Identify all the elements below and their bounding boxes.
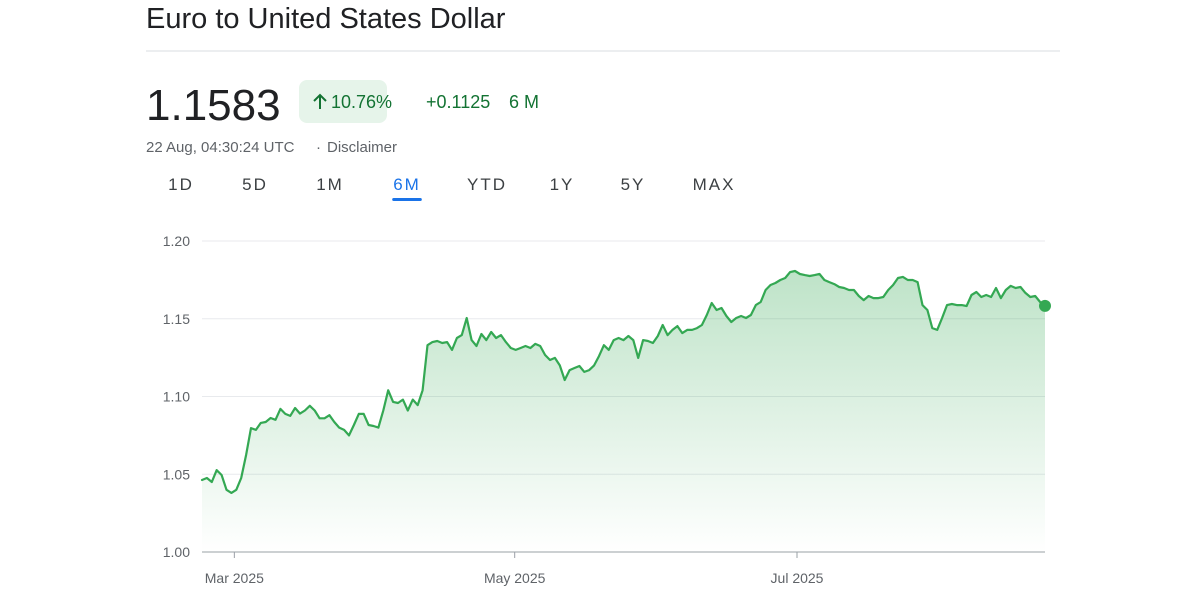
change-badge (299, 80, 387, 123)
y-tick-label: 1.10 (163, 389, 190, 405)
disclaimer-link[interactable]: Disclaimer (327, 139, 397, 156)
last-point (1039, 299, 1051, 312)
x-tick-label: Jul 2025 (771, 570, 824, 586)
range-tabs: 1D 5D 1M 6M YTD 1Y 5Y MAX (168, 175, 736, 201)
change-percent: 10.76% (331, 92, 392, 112)
x-tick-label: Mar 2025 (205, 570, 264, 586)
active-tab-underline (392, 198, 422, 201)
price-line (200, 269, 1047, 494)
y-tick-label: 1.05 (163, 466, 190, 482)
change-period: 6 M (509, 92, 539, 112)
range-tab[interactable]: 1M (316, 175, 344, 194)
range-tab[interactable]: 5Y (621, 175, 646, 194)
up-arrow (313, 93, 327, 109)
range-tab[interactable]: 5D (242, 175, 268, 194)
range-tab[interactable]: 1D (168, 175, 194, 194)
plot: 1.00 1.05 1.10 1.15 1.20 Mar 2025 May 2025 Jul … (163, 233, 1051, 586)
range-tab[interactable]: 1Y (550, 175, 575, 194)
range-tab[interactable]: YTD (467, 175, 507, 194)
price: 1.1583 (146, 81, 281, 130)
y-tick-label: 1.00 (163, 544, 190, 560)
range-tab[interactable]: 6M (393, 175, 421, 194)
timestamp: 22 Aug, 04:30:24 UTC (146, 139, 295, 156)
x-tick-label: May 2025 (484, 570, 546, 586)
y-tick-label: 1.15 (163, 311, 190, 327)
range-tab[interactable]: MAX (693, 175, 736, 194)
area-fill (202, 271, 1045, 552)
page-title: Euro to United States Dollar (146, 3, 506, 35)
change-value: +0.1125 (426, 92, 490, 112)
separator: · (316, 139, 321, 156)
y-tick-label: 1.20 (163, 233, 190, 249)
